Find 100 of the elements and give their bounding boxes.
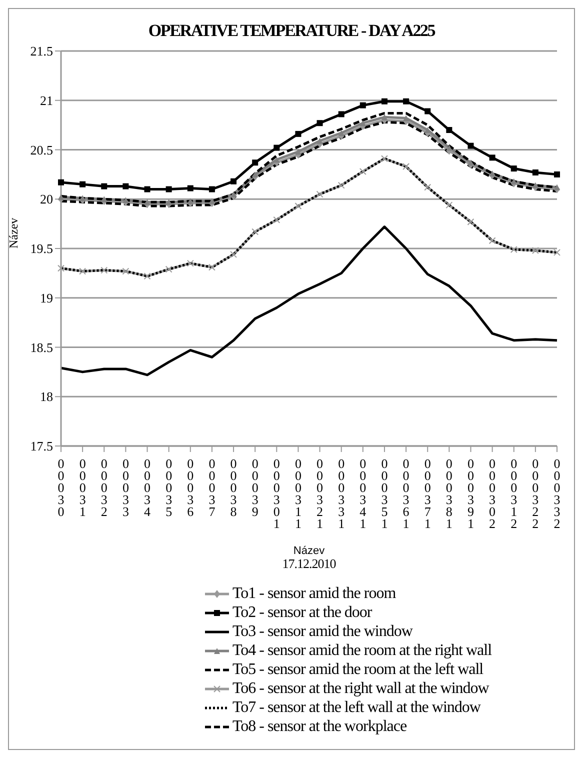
x-tick-label: 00031 [79, 456, 86, 519]
point [274, 144, 280, 151]
point [230, 191, 237, 198]
x-tick-label: 00033 [122, 456, 129, 519]
x-tick-label: 000381 [446, 456, 452, 531]
x-tick-label: 00039 [252, 456, 258, 519]
point [165, 266, 172, 273]
point [424, 127, 431, 133]
x-axis-title: Název [293, 545, 326, 557]
y-tick-label: 20.5 [30, 142, 53, 158]
x-tick-label: 000351 [381, 456, 388, 531]
x-tick-label: 000332 [554, 456, 560, 531]
point [488, 237, 496, 244]
point [252, 171, 258, 178]
point [144, 199, 150, 206]
point [489, 170, 496, 176]
x-tick-label: 000312 [510, 456, 518, 531]
x-tick-label: 00034 [144, 456, 152, 519]
x-tick-label: 00037 [208, 456, 216, 519]
point [510, 178, 517, 184]
point [252, 228, 259, 236]
point [316, 190, 324, 198]
x-tick-label: 000391 [467, 456, 474, 531]
point [446, 127, 452, 133]
point [554, 171, 560, 178]
point [468, 160, 474, 166]
point [381, 114, 388, 120]
x-tick-label: 00035 [166, 456, 172, 519]
x-tick-label: 000371 [424, 456, 432, 531]
legend-label: To2 - sensor at the door [232, 604, 372, 622]
point [402, 163, 410, 170]
point [532, 182, 538, 188]
x-tick-label: 000321 [316, 456, 324, 531]
point [468, 142, 474, 149]
point [252, 160, 258, 166]
point [532, 246, 539, 254]
x-tick-label: 00032 [100, 456, 108, 519]
point [230, 250, 238, 258]
point [295, 130, 302, 137]
point [360, 102, 366, 108]
point [208, 186, 215, 192]
point [338, 130, 344, 136]
point [403, 115, 410, 122]
point [101, 183, 108, 190]
point [338, 111, 344, 118]
x-tick-label: 00038 [230, 456, 237, 519]
point [510, 246, 518, 253]
point [446, 144, 452, 151]
point [446, 202, 453, 209]
point [554, 248, 560, 256]
x-tick-label: 000322 [532, 456, 539, 531]
y-tick-label: 19 [40, 290, 53, 306]
point [122, 268, 130, 275]
point [360, 120, 366, 126]
point [122, 197, 129, 204]
point [274, 156, 280, 163]
point [230, 178, 237, 184]
x-tick-label: 000311 [294, 456, 302, 531]
point [316, 120, 323, 126]
legend-label: To7 - sensor at the left wall at the window [232, 698, 480, 716]
point [58, 179, 64, 186]
point [187, 185, 194, 192]
point [403, 98, 410, 104]
point [381, 98, 388, 104]
point [294, 202, 302, 210]
text: 17.12.2010 [281, 556, 337, 572]
point [316, 138, 323, 144]
point [144, 186, 150, 192]
x-tick-label: 000341 [360, 456, 367, 531]
point [58, 264, 64, 272]
x-tick-label: 000331 [338, 456, 345, 531]
point [144, 272, 151, 280]
legend-label: To5 - sensor amid the room at the left wall [232, 660, 484, 678]
point [58, 194, 64, 200]
point [208, 264, 216, 271]
point [100, 266, 108, 274]
x-tick-label: 000302 [489, 456, 496, 531]
y-tick-label: 19.5 [30, 241, 53, 256]
point [122, 183, 129, 190]
y-axis-title: Název [6, 218, 20, 248]
point [532, 169, 538, 176]
y-tick-label: 17.5 [30, 438, 53, 454]
y-tick-label: 18 [40, 389, 53, 404]
x-tick-label: 000301 [273, 456, 280, 531]
point [186, 260, 194, 267]
point [338, 182, 345, 189]
y-tick-label: 20 [40, 192, 53, 207]
point [80, 181, 86, 188]
y-tick-label: 18.5 [30, 340, 53, 355]
point [187, 198, 194, 204]
point [554, 184, 560, 190]
y-tick-label: 21 [40, 92, 53, 108]
legend-label: To8 - sensor at the workplace [232, 718, 407, 736]
point [208, 198, 215, 204]
point [273, 216, 280, 224]
point [380, 155, 388, 162]
point [80, 195, 86, 202]
legend-label: To6 - sensor at the right wall at the window [232, 680, 489, 698]
point [424, 184, 432, 191]
point [101, 196, 108, 202]
